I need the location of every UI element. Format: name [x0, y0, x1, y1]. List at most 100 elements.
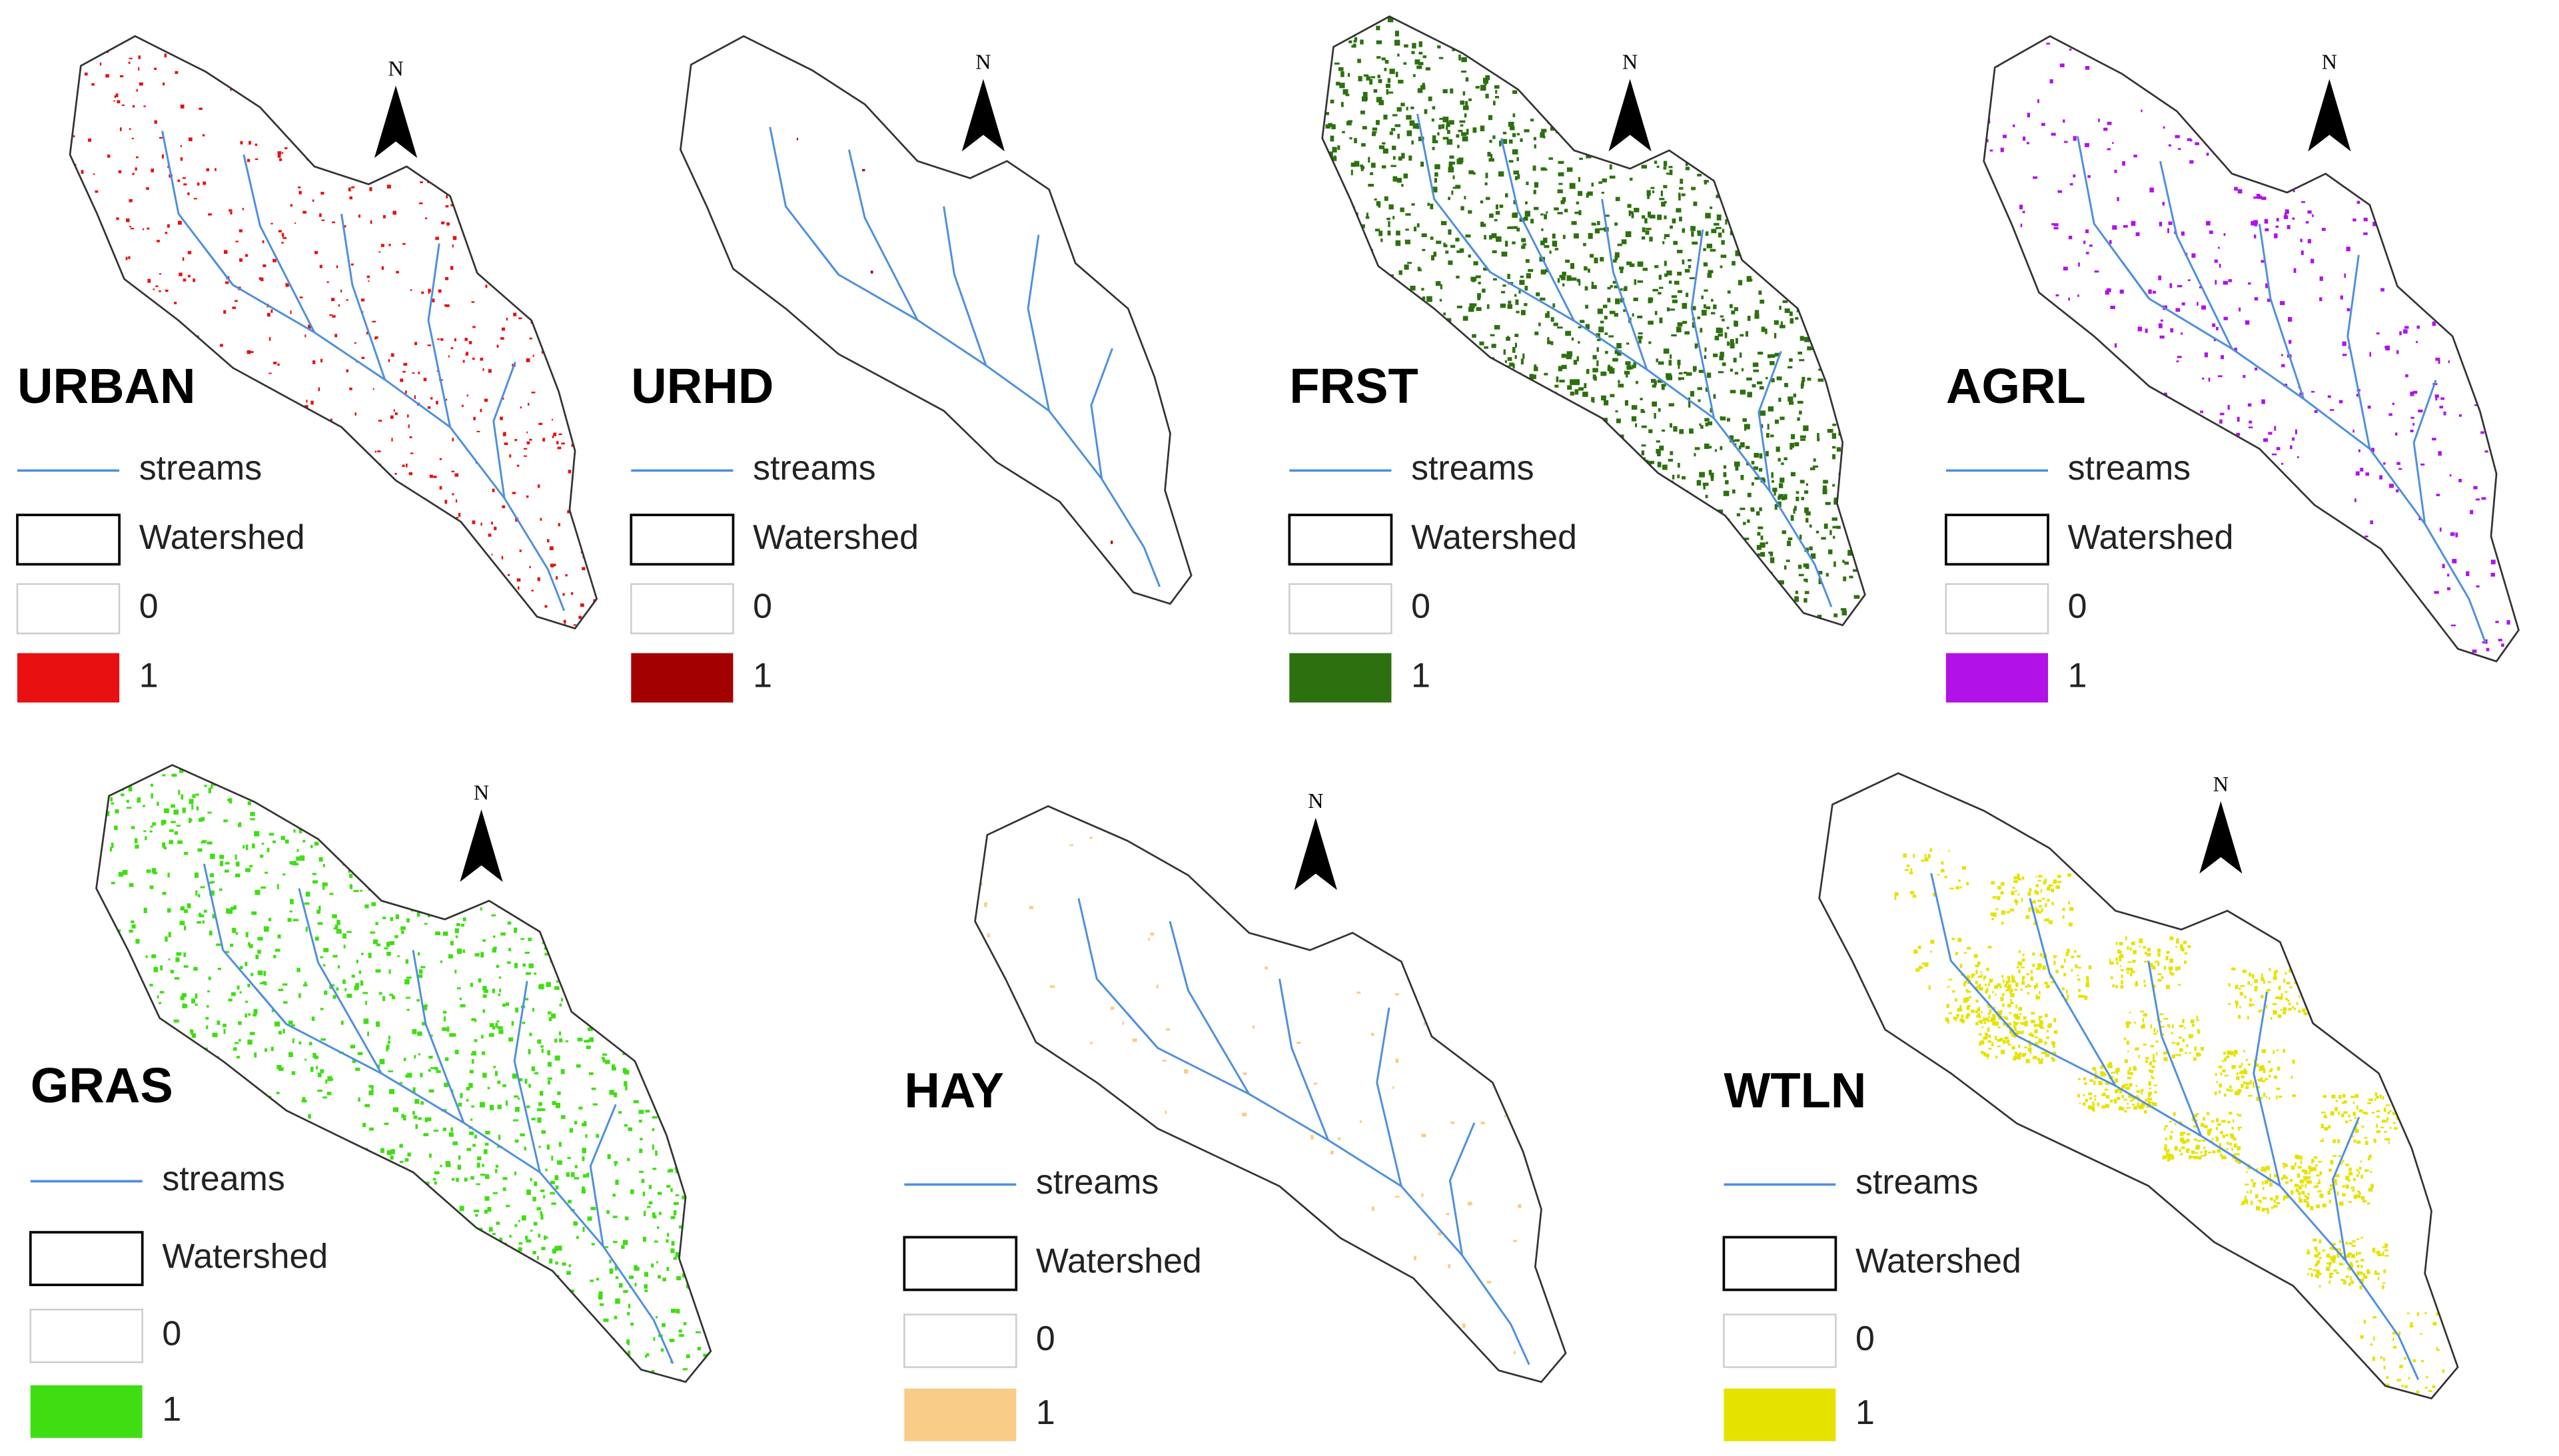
land-cell	[1512, 241, 1516, 244]
land-cell	[1338, 334, 1344, 337]
land-cell	[1331, 578, 1335, 584]
land-cell	[466, 394, 468, 397]
land-cell	[953, 438, 957, 440]
land-cell	[1809, 73, 1812, 77]
land-cell	[1872, 501, 1877, 504]
land-cell	[296, 1358, 299, 1363]
land-cell	[1807, 69, 1812, 73]
land-cell	[548, 1080, 550, 1085]
land-cell	[1623, 288, 1627, 292]
land-cell	[506, 270, 510, 273]
land-cell	[687, 1180, 693, 1186]
land-cell	[682, 1143, 686, 1146]
land-cell	[1398, 322, 1404, 328]
land-cell	[1797, 564, 1802, 569]
land-cell	[1494, 325, 1500, 330]
land-cell	[1705, 422, 1709, 427]
land-cell	[2093, 415, 2096, 418]
land-cell	[2400, 657, 2403, 661]
land-cell	[127, 617, 130, 619]
land-cell	[1111, 540, 1113, 544]
land-cell	[1793, 506, 1797, 511]
land-cell	[2291, 125, 2294, 127]
land-cell	[437, 155, 439, 157]
land-cell	[346, 993, 352, 998]
land-cell	[451, 1178, 455, 1181]
land-cell	[1514, 176, 1518, 181]
land-cell	[1566, 586, 1572, 591]
land-cell	[1673, 426, 1678, 432]
land-cell	[239, 258, 243, 262]
land-cell	[1428, 418, 1430, 422]
land-cell	[1729, 181, 1736, 185]
land-cell	[293, 440, 296, 444]
land-cell	[1404, 264, 1409, 270]
land-cell	[453, 92, 457, 95]
land-cell	[1431, 609, 1436, 612]
land-cell	[448, 893, 453, 899]
land-cell	[445, 1287, 450, 1290]
land-cell	[1638, 336, 1643, 339]
land-cell	[238, 1021, 242, 1025]
land-cell	[518, 1078, 523, 1082]
land-cell	[1817, 433, 1819, 438]
land-cell	[510, 42, 514, 45]
land-cell	[1606, 599, 1612, 604]
land-cell	[1752, 362, 1759, 367]
land-cell	[555, 270, 558, 274]
land-cell	[1831, 264, 1837, 269]
land-cell	[2267, 298, 2272, 302]
land-cell	[1591, 281, 1594, 286]
land-cell	[1715, 561, 1718, 567]
land-cell	[1526, 273, 1531, 278]
land-cell	[1797, 244, 1803, 248]
land-cell	[558, 382, 560, 386]
land-cell	[665, 862, 670, 865]
land-cell	[2326, 551, 2330, 555]
land-cell	[689, 1056, 693, 1061]
land-cell	[1625, 599, 1630, 603]
land-cell	[1813, 624, 1818, 625]
land-cell	[1630, 549, 1636, 553]
land-cell	[1730, 339, 1734, 344]
land-cell	[1561, 587, 1564, 591]
land-cell	[1865, 51, 1867, 55]
land-cell	[1629, 366, 1634, 370]
land-cell	[1678, 194, 1681, 200]
land-cell	[1746, 175, 1752, 179]
land-cell	[546, 66, 548, 69]
land-cell	[1656, 129, 1660, 132]
land-cell	[1545, 508, 1549, 511]
land-cell	[1547, 112, 1552, 119]
land-cell	[1422, 83, 1425, 88]
land-cell	[1681, 193, 1686, 196]
land-cell	[1829, 530, 1832, 536]
land-cell	[1726, 553, 1729, 557]
land-cell	[229, 36, 232, 39]
land-cell	[1991, 452, 1996, 455]
land-cell	[558, 193, 562, 198]
land-cell	[2170, 328, 2174, 333]
land-cell	[541, 350, 544, 354]
land-cell	[2369, 87, 2373, 90]
land-cell	[414, 395, 416, 400]
land-cell	[284, 147, 288, 149]
land-cell	[1520, 20, 1524, 27]
land-cell	[2495, 269, 2497, 272]
land-cell	[203, 767, 207, 771]
land-cell	[1847, 32, 1851, 35]
land-cell	[726, 1262, 730, 1266]
land-cell	[1325, 56, 1329, 60]
land-cell	[2340, 295, 2343, 300]
land-cell	[1372, 575, 1377, 579]
land-cell	[294, 498, 297, 502]
land-cell	[215, 502, 217, 505]
land-cell	[1646, 54, 1649, 57]
land-cell	[2175, 135, 2180, 139]
land-cell	[1799, 534, 1802, 540]
land-cell	[1516, 606, 1522, 609]
land-cell	[728, 1174, 732, 1178]
land-cell	[1764, 75, 1769, 81]
land-cell	[251, 412, 255, 415]
land-cell	[2527, 251, 2530, 253]
